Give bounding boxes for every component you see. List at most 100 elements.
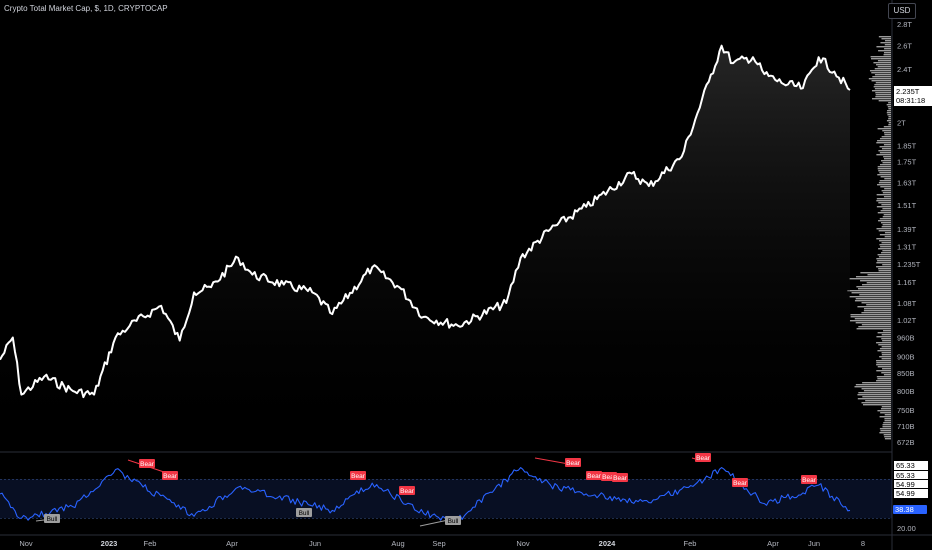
price-tick-label: 1.63T [897, 178, 917, 187]
volume-profile-bar [857, 288, 891, 290]
price-tick-label: 1.85T [897, 141, 917, 150]
volume-profile-bar [876, 370, 891, 372]
volume-profile-bar [876, 46, 891, 48]
volume-profile-bar [876, 266, 891, 268]
volume-profile-bar [877, 378, 891, 380]
price-tick-label: 900B [897, 352, 915, 361]
volume-profile-bar [878, 170, 891, 172]
volume-profile-bar [886, 112, 891, 114]
volume-profile-bar [887, 106, 891, 108]
volume-profile-bar [878, 220, 891, 222]
volume-profile-bar [877, 60, 891, 62]
volume-profile-bar [871, 80, 891, 82]
volume-profile-bar [886, 104, 891, 106]
bear-label-bg [732, 478, 748, 487]
volume-profile-bar [874, 68, 891, 70]
volume-profile-bar [883, 434, 891, 436]
volume-profile-bar [873, 62, 891, 64]
volume-profile-bar [849, 278, 891, 280]
volume-profile-bar [878, 100, 891, 102]
volume-profile-bar [865, 400, 891, 402]
rsi-axis-tick: 20.00 [897, 524, 916, 533]
volume-profile-bar [877, 166, 891, 168]
volume-profile-bar [877, 366, 891, 368]
bull-divergence-label: Bull [448, 518, 459, 525]
volume-profile-bar [876, 64, 891, 66]
price-tick-label: 1.02T [897, 316, 917, 325]
volume-profile-bar [883, 126, 891, 128]
volume-profile-bar [855, 384, 891, 386]
volume-profile-bar [847, 290, 891, 292]
volume-profile-bar [876, 198, 891, 200]
volume-profile-bar [881, 406, 891, 408]
bear-divergence-label: Bear [566, 460, 581, 467]
volume-profile-bar [858, 326, 891, 328]
volume-profile-bar [884, 436, 891, 438]
bear-divergence-label: Bear [733, 480, 748, 487]
volume-profile-bar [854, 300, 891, 302]
volume-profile-bar [876, 200, 891, 202]
volume-profile-bar [888, 102, 891, 104]
volume-profile-bar [882, 424, 891, 426]
volume-profile-bar [857, 394, 891, 396]
current-price: 2.235T [896, 87, 920, 96]
volume-profile-bar [869, 70, 891, 72]
price-tick-label: 1.39T [897, 225, 917, 234]
volume-profile-bar [855, 276, 891, 278]
volume-profile-bar [883, 54, 891, 56]
price-axis[interactable]: 2.8T 2.6T 2.4T 2T 1.85T 1.75T 1.63T 1.51T 1.39T 1… [897, 20, 921, 447]
volume-profile-bar [876, 364, 891, 366]
volume-profile-bar [884, 40, 891, 42]
bull-label-bg [44, 514, 60, 523]
volume-profile-bar [863, 390, 891, 392]
volume-profile-bar [862, 396, 891, 398]
volume-profile-bar [883, 158, 891, 160]
volume-profile-bar [849, 320, 891, 322]
volume-profile-bar [888, 116, 891, 118]
volume-profile-bar [876, 360, 891, 362]
volume-profile-bar [881, 160, 891, 162]
price-tick-label: 2.6T [897, 42, 912, 51]
volume-profile-bar [861, 324, 891, 326]
volume-profile-bar [881, 354, 891, 356]
price-tick-label: 800B [897, 387, 915, 396]
bear-label-bg [695, 453, 711, 462]
price-line [0, 44, 851, 399]
volume-profile-bar [880, 430, 891, 432]
bear-divergence-label: Bear [696, 455, 711, 462]
volume-profile-bar [881, 242, 891, 244]
volume-profile-bar [876, 194, 891, 196]
volume-profile-bar [854, 386, 891, 388]
volume-profile-bar [877, 174, 891, 176]
volume-profile-bar [861, 312, 891, 314]
volume-profile-bar [870, 56, 891, 58]
volume-profile-bar [883, 144, 891, 146]
volume-profile-bar [888, 122, 891, 124]
currency-button[interactable]: USD [888, 3, 916, 19]
volume-profile-bar [879, 164, 891, 166]
time-tick-label: Feb [144, 539, 157, 548]
volume-profile-bar [881, 148, 891, 150]
volume-profile-bar [877, 184, 891, 186]
volume-profile-bar [884, 134, 891, 136]
bear-label-bg [162, 471, 178, 480]
volume-profile-bar [881, 334, 891, 336]
volume-profile-bar [871, 98, 891, 100]
volume-profile-bar [882, 162, 891, 164]
volume-profile-bar [876, 206, 891, 208]
price-tick-label: 1.235T [897, 260, 921, 269]
volume-profile-bar [879, 428, 891, 430]
time-tick-label: 2024 [599, 539, 617, 548]
volume-profile-bar [877, 128, 891, 130]
volume-profile-bar [882, 224, 891, 226]
time-tick-label: Sep [432, 539, 445, 548]
volume-profile-bar [859, 294, 891, 296]
price-tick-label: 850B [897, 369, 915, 378]
price-tick-label: 960B [897, 334, 915, 343]
volume-profile-bar [879, 234, 891, 236]
volume-profile-bar [856, 286, 891, 288]
volume-profile-bar [862, 382, 891, 384]
time-axis[interactable]: Nov 2023 Feb Apr Jun Aug Sep Nov 2024 Feb Apr Jun 8 [19, 539, 865, 548]
volume-profile-bar [884, 48, 891, 50]
